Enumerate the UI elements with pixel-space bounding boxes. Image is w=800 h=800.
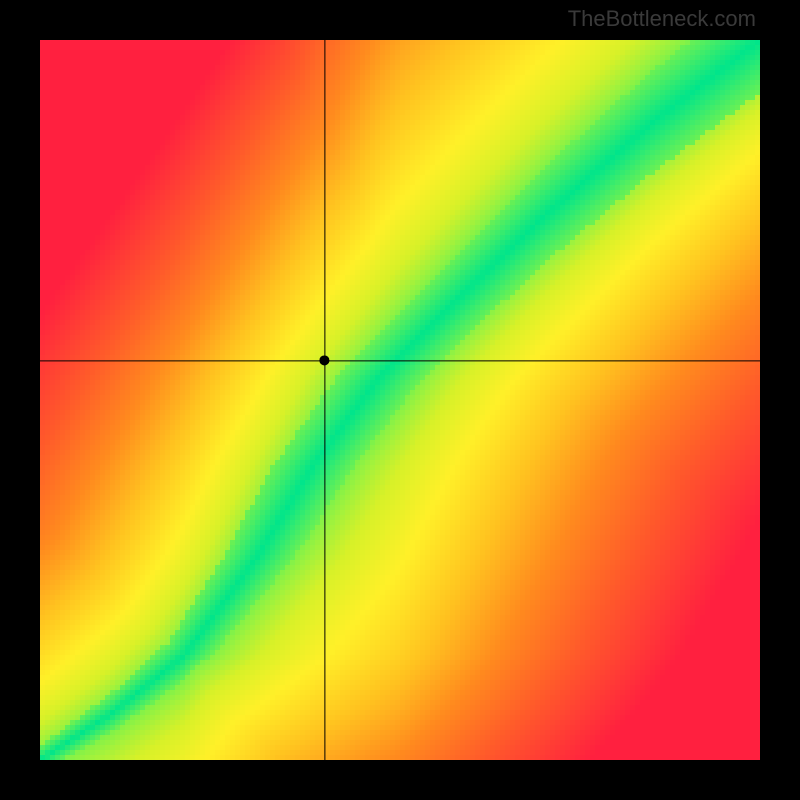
watermark-text: TheBottleneck.com — [568, 6, 756, 32]
